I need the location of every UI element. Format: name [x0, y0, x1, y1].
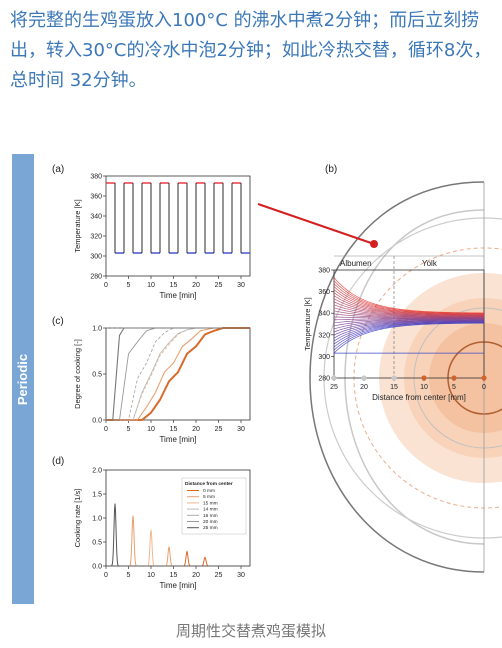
chart-a-ytick-label-5: 380: [90, 174, 102, 181]
chart-b-xtick-label-5: 0: [482, 384, 486, 391]
chart-d-xlabel: Time [min]: [159, 581, 196, 590]
chart-d-ytick-label-3: 1.5: [92, 492, 102, 499]
chart-d-xtick-label-2: 10: [147, 572, 155, 579]
chart-b-marker-5: [481, 375, 486, 380]
panel-label-a: (a): [52, 164, 64, 175]
chart-c-ylabel: Degree of cooking [-]: [73, 339, 82, 409]
chart-d-xtick-label-0: 0: [104, 572, 108, 579]
chart-d-ytick-label-4: 2.0: [92, 468, 102, 475]
connector-line: [258, 204, 374, 244]
chart-b-marker-2: [391, 375, 396, 380]
chart-c-xtick-label-6: 30: [237, 426, 245, 433]
chart-d-legend-label-1: 5 mm: [203, 494, 215, 500]
chart-b-ytick-label-3: 340: [318, 311, 330, 318]
chart-d-xtick-label-4: 20: [192, 572, 200, 579]
chart-b-marker-0: [331, 375, 336, 380]
chart-a-xtick-label-5: 25: [215, 282, 223, 289]
chart-c-ytick-label-1: 0.5: [92, 372, 102, 379]
chart-d-legend-label-4: 16 mm: [203, 513, 218, 519]
chart-b-xtick-label-2: 15: [390, 384, 398, 391]
chart-d: 0 5 10 15 20 25 30 0.0 0.5 1.0 1.5 2.0 Time [min] Coo…: [73, 468, 250, 591]
chart-c-xlabel: Time [min]: [159, 435, 196, 444]
chart-a-xtick-label-4: 20: [192, 282, 200, 289]
panel-label-d: (d): [52, 456, 64, 467]
chart-b-ytick-label-5: 380: [318, 268, 330, 275]
chart-c-xtick-label-1: 5: [127, 426, 131, 433]
chart-c-xtick-label-3: 15: [170, 426, 178, 433]
chart-b-region-yolk: Yolk: [422, 259, 438, 268]
chart-b-xtick-label-1: 20: [360, 384, 368, 391]
side-label: Periodic: [16, 353, 31, 404]
chart-b-xtick-label-4: 5: [452, 384, 456, 391]
chart-c-xtick-label-4: 20: [192, 426, 200, 433]
chart-a-xtick-label-3: 15: [170, 282, 178, 289]
chart-d-xtick-label-1: 5: [127, 572, 131, 579]
chart-b-ytick-label-2: 320: [318, 332, 330, 339]
chart-c-plot-area: [106, 328, 250, 420]
chart-c: 0 5 10 15 20 25 30 0.0 0.5 1.0 Time [min] Degree of…: [73, 326, 250, 445]
chart-b-xlabel: Distance from center [mm]: [372, 393, 466, 402]
chart-d-xtick-label-3: 15: [170, 572, 178, 579]
chart-a-ytick-label-4: 360: [90, 194, 102, 201]
chart-a-ytick-label-1: 300: [90, 254, 102, 261]
chart-a-xtick-label-0: 0: [104, 282, 108, 289]
chart-c-xtick-label-2: 10: [147, 426, 155, 433]
intro-paragraph: 将完整的生鸡蛋放入100°C 的沸水中煮2分钟；而后立刻捞出，转入30°C的冷水…: [10, 6, 494, 96]
chart-d-legend-label-6: 25 mm: [203, 525, 218, 531]
chart-b-xtick-label-3: 10: [420, 384, 428, 391]
chart-c-ytick-label-2: 1.0: [92, 326, 102, 333]
chart-c-xtick-label-5: 25: [215, 426, 223, 433]
chart-a-xtick-label-6: 30: [237, 282, 245, 289]
chart-b-xtick-label-0: 25: [330, 384, 338, 391]
chart-d-legend-label-5: 20 mm: [203, 519, 218, 525]
chart-a-xlabel: Time [min]: [159, 291, 196, 300]
chart-b-marker-4: [451, 375, 456, 380]
chart-d-xtick-label-5: 25: [215, 572, 223, 579]
panel-label-c: (c): [52, 316, 64, 327]
chart-a: 0 5 10 15 20 25 30 280 300 320 340 360 380 Time [min]…: [73, 174, 250, 301]
chart-a-ytick-label-0: 280: [90, 274, 102, 281]
chart-b-region-albumen: Albumen: [340, 259, 372, 268]
chart-d-ylabel: Cooking rate [1/s]: [73, 489, 82, 548]
chart-d-ytick-label-0: 0.0: [92, 564, 102, 571]
figure: Periodic (a) (c) (d) (b) 051015202530280…: [0, 152, 502, 610]
chart-c-ytick-label-0: 0.0: [92, 418, 102, 425]
chart-d-legend-label-2: 15 mm: [203, 500, 218, 506]
chart-d-xtick-label-6: 30: [237, 572, 245, 579]
panel-label-b: (b): [325, 164, 337, 175]
chart-a-ylabel: Temperature [K]: [73, 199, 82, 252]
connector-dot: [370, 240, 378, 248]
chart-b-ytick-label-4: 360: [318, 289, 330, 296]
chart-d-ytick-label-2: 1.0: [92, 516, 102, 523]
chart-b-ytick-label-0: 280: [318, 376, 330, 383]
figure-caption: 周期性交替煮鸡蛋模拟: [0, 620, 502, 641]
chart-d-legend-label-3: 14 mm: [203, 507, 218, 513]
chart-a-ytick-label-2: 320: [90, 234, 102, 241]
chart-d-legend-title: Distance from center: [185, 481, 233, 487]
chart-c-xtick-label-0: 0: [104, 426, 108, 433]
egg-illustration: [310, 182, 502, 572]
chart-b-ytick-label-1: 300: [318, 354, 330, 361]
chart-b-marker-3: [421, 375, 426, 380]
figure-svg: (a) (c) (d) (b) 051015202530280300320340…: [0, 152, 502, 610]
chart-d-ytick-label-1: 0.5: [92, 540, 102, 547]
chart-d-legend-label-0: 0 mm: [203, 488, 215, 494]
chart-b-ylabel: Temperature [K]: [303, 297, 312, 350]
chart-a-xtick-label-2: 10: [147, 282, 155, 289]
chart-b-marker-1: [361, 375, 366, 380]
chart-a-ytick-label-3: 340: [90, 214, 102, 221]
chart-a-xtick-label-1: 5: [127, 282, 131, 289]
